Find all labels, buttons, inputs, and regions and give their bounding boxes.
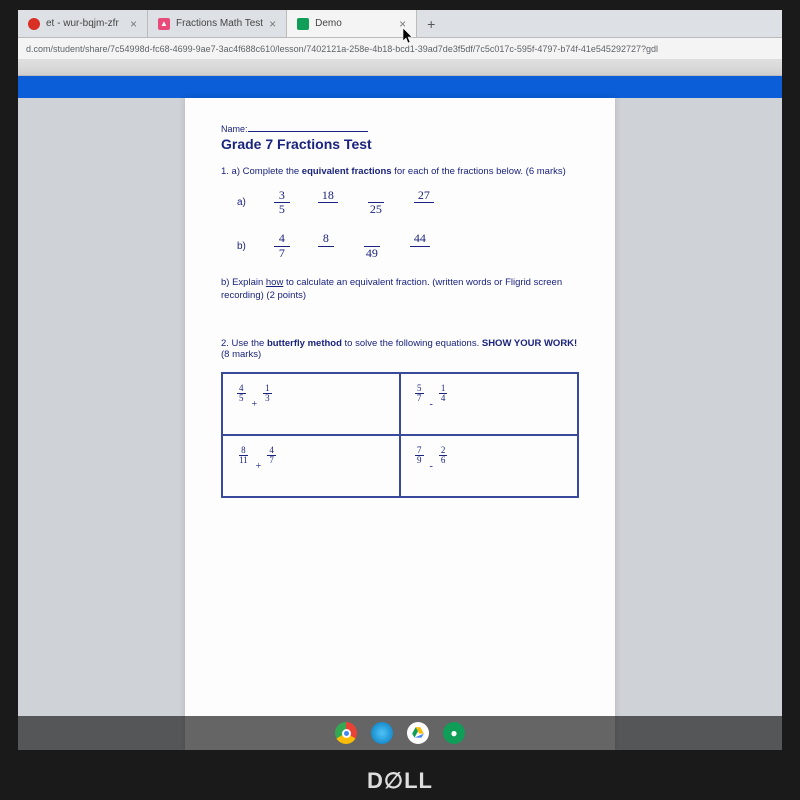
content-area: Name: Grade 7 Fractions Test 1. a) Compl… [18, 98, 782, 750]
close-icon[interactable]: × [130, 17, 137, 31]
cursor-icon [403, 28, 415, 44]
fraction-row-a: a) 35 18 25 27 [237, 189, 579, 216]
dell-logo: D∅LL [367, 768, 433, 794]
tab-title-1: et - wur-bqjm-zfr [46, 18, 119, 29]
cell-3: 811 + 47 [222, 435, 400, 497]
cell-4: 79 - 26 [400, 435, 578, 497]
browser-tab-3[interactable]: Demo × [287, 10, 417, 37]
tab-title-2: Fractions Math Test [176, 18, 263, 29]
fraction-row-b: b) 47 8 49 44 [237, 232, 579, 259]
app-icon-blue[interactable] [371, 722, 393, 744]
document-title: Grade 7 Fractions Test [221, 136, 579, 152]
question-1b: b) Explain how to calculate an equivalen… [221, 276, 579, 303]
taskbar: ● [18, 716, 782, 750]
question-1: 1. a) Complete the equivalent fractions … [221, 166, 579, 177]
favicon-2: ▲ [158, 18, 170, 30]
cell-2: 57 - 14 [400, 373, 578, 435]
document: Name: Grade 7 Fractions Test 1. a) Compl… [185, 98, 615, 750]
app-header-strip [18, 76, 782, 98]
app-icon-green[interactable]: ● [443, 722, 465, 744]
screen: et - wur-bqjm-zfr × ▲ Fractions Math Tes… [18, 10, 782, 750]
favicon-1 [28, 18, 40, 30]
tab-title-3: Demo [315, 18, 342, 29]
toolbar-strip [18, 60, 782, 76]
cell-1: 45 + 13 [222, 373, 400, 435]
drive-icon[interactable] [407, 722, 429, 744]
favicon-3 [297, 18, 309, 30]
butterfly-grid: 45 + 13 57 - 14 811 + 47 7 [221, 372, 579, 498]
name-field: Name: [221, 124, 579, 134]
question-2: 2. Use the butterfly method to solve the… [221, 338, 579, 360]
close-icon[interactable]: × [269, 17, 276, 31]
chrome-icon[interactable] [335, 722, 357, 744]
browser-tab-1[interactable]: et - wur-bqjm-zfr × [18, 10, 148, 37]
new-tab-button[interactable]: + [417, 16, 445, 32]
laptop-frame: et - wur-bqjm-zfr × ▲ Fractions Math Tes… [0, 0, 800, 800]
browser-tab-bar: et - wur-bqjm-zfr × ▲ Fractions Math Tes… [18, 10, 782, 38]
url-text: d.com/student/share/7c54998d-fc68-4699-9… [26, 44, 658, 54]
browser-tab-2[interactable]: ▲ Fractions Math Test × [148, 10, 287, 37]
url-bar[interactable]: d.com/student/share/7c54998d-fc68-4699-9… [18, 38, 782, 60]
